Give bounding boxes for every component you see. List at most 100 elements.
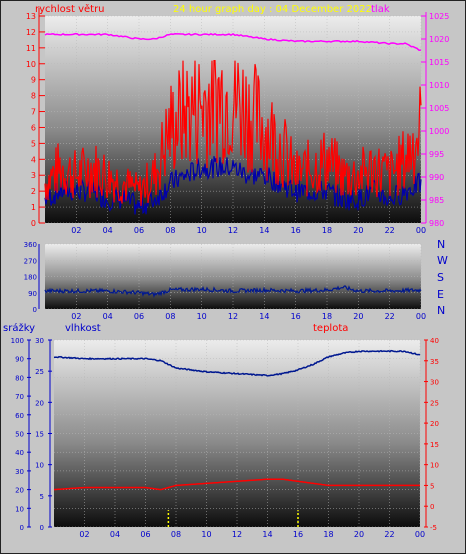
direction-x-tick-label: 12: [228, 312, 238, 321]
rain-y-tick-label: 40: [15, 449, 24, 457]
wind-x-tick-label: 16: [291, 226, 301, 235]
pressure-y-tick-label: 995: [429, 150, 444, 159]
humidity-x-tick-label: 12: [232, 530, 242, 539]
wind-direction-series-line: [44, 285, 422, 299]
wind-y-tick-label: 8: [31, 92, 36, 101]
wind-x-tick-label: 02: [71, 226, 81, 235]
humidity-x-tick-label: 04: [110, 530, 120, 539]
wind-x-tick-label: 22: [385, 226, 395, 235]
pressure-y-tick-label: 1010: [429, 81, 449, 90]
wind-x-tick-label: 18: [322, 226, 332, 235]
wind-y-tick-label: 7: [31, 108, 36, 117]
direction-y-tick-label: 270: [24, 257, 37, 265]
humidity-label: vlhkost: [65, 323, 101, 334]
wind-y-tick-label: 9: [31, 76, 36, 85]
rain-y-tick-label: 0: [20, 524, 24, 532]
wind-y-tick-label: 5: [31, 139, 36, 148]
humidity-x-tick-label: 02: [79, 530, 89, 539]
humidity-y-tick-label: 20: [35, 399, 44, 407]
wind-x-tick-label: 12: [228, 226, 238, 235]
compass-label-w: W: [437, 254, 448, 267]
pressure-y-tick-label: 1025: [429, 12, 449, 21]
humidity-x-tick-label: 20: [354, 530, 364, 539]
pressure-y-tick-label: 1020: [429, 35, 449, 44]
temperature-y-tick-label: -5: [430, 524, 437, 532]
direction-x-tick-label: 20: [353, 312, 363, 321]
humidity-x-tick-label: 06: [140, 530, 150, 539]
wind-y-tick-label: 11: [26, 44, 36, 53]
wind-y-tick-label: 3: [31, 171, 36, 180]
temperature-y-tick-label: 5: [430, 482, 434, 490]
wind-y-tick-label: 12: [26, 28, 36, 37]
humidity-y-tick-label: 5: [40, 493, 44, 501]
pressure-y-tick-label: 990: [429, 173, 444, 182]
rain-y-tick-label: 70: [15, 393, 24, 401]
rain-y-tick-label: 50: [15, 431, 24, 439]
direction-x-tick-label: 10: [197, 312, 207, 321]
graph-title: 24 hour graph day : 04 December 2022: [173, 4, 372, 15]
rain-y-tick-label: 10: [15, 505, 24, 513]
wind-x-tick-label: 14: [259, 226, 269, 235]
humidity-y-tick-label: 0: [40, 524, 44, 532]
temperature-series-line: [53, 478, 420, 491]
direction-y-tick-label: 360: [24, 241, 37, 249]
pressure-series-line: [44, 32, 422, 51]
direction-x-tick-label: 22: [385, 312, 395, 321]
pressure-label: tlak: [371, 4, 390, 15]
humidity-y-tick-label: 15: [35, 431, 44, 439]
rain-y-tick-label: 90: [15, 356, 24, 364]
compass-label-n-top: N: [437, 238, 445, 251]
wind-y-tick-label: 4: [31, 155, 36, 164]
humidity-y-tick-label: 10: [35, 462, 44, 470]
humidity-x-tick-label: 16: [293, 530, 303, 539]
direction-y-tick-label: 0: [33, 306, 37, 314]
compass-label-n-bottom: N: [437, 304, 445, 317]
rain-y-tick-label: 80: [15, 374, 24, 382]
humidity-x-tick-label: 18: [323, 530, 333, 539]
wind-speed-series-line: [44, 60, 422, 206]
direction-x-tick-label: 08: [165, 312, 175, 321]
compass-label-e: E: [437, 288, 444, 301]
temperature-y-tick-label: 0: [430, 503, 434, 511]
pressure-y-tick-label: 980: [429, 219, 444, 228]
wind-x-tick-label: 00: [416, 226, 426, 235]
wind-y-tick-label: 2: [31, 187, 36, 196]
direction-x-tick-label: 00: [416, 312, 426, 321]
compass-label-s: S: [437, 271, 444, 284]
humidity-x-tick-label: 08: [171, 530, 181, 539]
humidity-series-line: [53, 349, 421, 377]
pressure-y-tick-label: 1005: [429, 104, 449, 113]
wind-x-tick-label: 08: [165, 226, 175, 235]
temperature-y-tick-label: 40: [430, 337, 439, 345]
humidity-x-tick-label: 00: [415, 530, 425, 539]
wind-base-series-line: [44, 156, 422, 215]
wind-x-tick-label: 10: [197, 226, 207, 235]
direction-x-tick-label: 14: [259, 312, 269, 321]
direction-x-tick-label: 04: [103, 312, 113, 321]
temperature-y-tick-label: 35: [430, 358, 439, 366]
wind-y-tick-label: 13: [26, 12, 36, 21]
temperature-y-tick-label: 30: [430, 379, 439, 387]
wind-x-tick-label: 04: [103, 226, 113, 235]
humidity-x-tick-label: 22: [384, 530, 394, 539]
wind-speed-label: rychlost větru: [35, 3, 105, 15]
direction-y-tick-label: 90: [28, 290, 37, 298]
temperature-y-tick-label: 10: [430, 462, 439, 470]
direction-x-tick-label: 06: [134, 312, 144, 321]
pressure-y-tick-label: 1015: [429, 58, 449, 67]
wind-y-tick-label: 1: [31, 203, 36, 212]
rain-y-tick-label: 20: [15, 487, 24, 495]
rain-y-tick-label: 30: [15, 468, 24, 476]
temperature-y-tick-label: 25: [430, 399, 439, 407]
rain-y-tick-label: 60: [15, 412, 24, 420]
humidity-x-tick-label: 10: [201, 530, 211, 539]
pressure-y-tick-label: 985: [429, 196, 444, 205]
temperature-y-tick-label: 20: [430, 420, 439, 428]
wind-x-tick-label: 20: [353, 226, 363, 235]
wind-y-tick-label: 0: [31, 219, 36, 228]
pressure-y-tick-label: 1000: [429, 127, 449, 136]
direction-x-tick-label: 16: [291, 312, 301, 321]
rain-label: srážky: [3, 322, 35, 334]
